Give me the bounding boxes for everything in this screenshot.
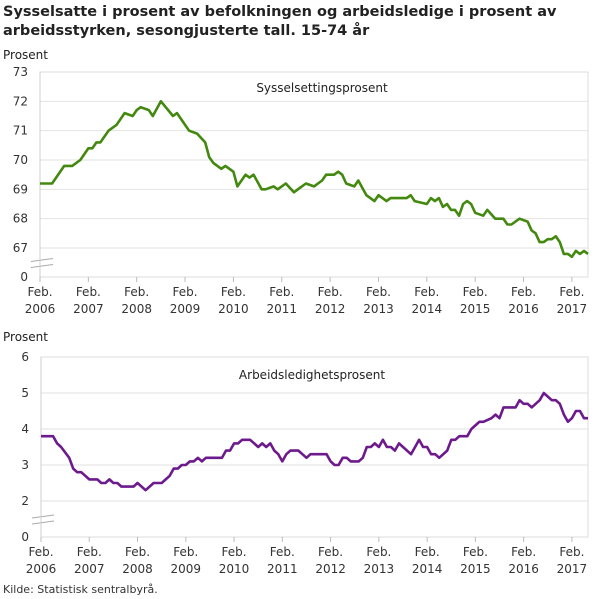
x-tick-label: Feb.	[318, 285, 343, 299]
x-tick-label: Feb.	[415, 545, 440, 559]
x-tick-label-year: 2006	[26, 562, 57, 576]
x-tick-label-year: 2015	[460, 302, 491, 316]
x-tick-label-year: 2007	[74, 562, 105, 576]
plot-area	[39, 71, 589, 278]
x-tick-label: Feb.	[511, 285, 536, 299]
y-tick-label: 3	[21, 458, 29, 472]
x-tick-label-year: 2009	[170, 302, 201, 316]
x-tick-label: Feb.	[27, 285, 52, 299]
x-tick-label: Feb.	[463, 285, 488, 299]
x-tick-label: Feb.	[125, 545, 150, 559]
y-axis-label: Prosent	[3, 48, 48, 62]
x-tick-label-year: 2014	[412, 562, 443, 576]
series-line	[41, 391, 588, 492]
y-tick-label: 68	[13, 212, 28, 226]
x-tick-label: Feb.	[559, 545, 584, 559]
y-axis-label: Prosent	[3, 330, 48, 344]
plot-area	[40, 356, 589, 538]
x-tick-label-year: 2010	[219, 562, 250, 576]
x-tick-label: Feb.	[221, 285, 246, 299]
chart-title: Arbeidsledighetsprosent	[239, 368, 385, 382]
x-tick-label-year: 2008	[121, 302, 152, 316]
x-tick-label-year: 2013	[363, 302, 394, 316]
axis-break-mark	[30, 258, 54, 262]
y-tick-label: 70	[13, 153, 28, 167]
x-tick-label: Feb.	[222, 545, 247, 559]
x-tick-label-year: 2016	[508, 302, 539, 316]
x-tick-label: Feb.	[270, 545, 295, 559]
y-tick-label: 0	[21, 530, 29, 544]
axis-break-mark	[30, 264, 54, 268]
x-tick-label: Feb.	[173, 285, 198, 299]
x-tick-label-year: 2012	[315, 302, 346, 316]
y-tick-label: 73	[13, 65, 28, 79]
y-tick-label: 67	[13, 241, 28, 255]
series-line	[40, 100, 589, 259]
x-tick-label-year: 2011	[266, 302, 297, 316]
y-tick-label: 0	[20, 270, 28, 284]
employment-chart: Prosent Sysselsettingsprosent 0 67 68 69 70 7…	[3, 48, 589, 316]
x-tick-label: Feb.	[76, 285, 101, 299]
x-tick-label: Feb.	[511, 545, 536, 559]
x-tick-label-year: 2016	[508, 562, 539, 576]
x-tick-label: Feb.	[77, 545, 102, 559]
y-tick-label: 4	[21, 422, 29, 436]
x-tick-label-year: 2017	[557, 562, 588, 576]
x-tick-label-year: 2006	[25, 302, 56, 316]
x-tick-label-year: 2015	[460, 562, 491, 576]
x-tick-label: Feb.	[366, 545, 391, 559]
y-tick-label: 2	[21, 494, 29, 508]
y-tick-label: 69	[13, 182, 28, 196]
x-tick-label: Feb.	[318, 545, 343, 559]
unemployment-chart: Prosent Arbeidsledighetsprosent 0 2 3 4 5 6 Fe…	[3, 330, 589, 576]
x-tick-label-year: 2013	[364, 562, 395, 576]
axis-break-mark	[31, 514, 55, 519]
x-tick-label-year: 2012	[315, 562, 346, 576]
x-tick-label: Feb.	[414, 285, 439, 299]
x-tick-label-year: 2009	[171, 562, 202, 576]
y-tick-label: 6	[21, 350, 29, 364]
x-tick-label-year: 2017	[557, 302, 588, 316]
x-tick-label: Feb.	[463, 545, 488, 559]
x-tick-label: Feb.	[173, 545, 198, 559]
x-tick-label-year: 2007	[73, 302, 104, 316]
y-tick-label: 71	[13, 124, 28, 138]
y-tick-label: 5	[21, 386, 29, 400]
x-tick-label-year: 2008	[122, 562, 153, 576]
x-tick-label-year: 2011	[267, 562, 298, 576]
x-tick-label-year: 2010	[218, 302, 249, 316]
x-tick-label: Feb.	[559, 285, 584, 299]
x-tick-label: Feb.	[269, 285, 294, 299]
source-note: Kilde: Statistisk sentralbyrå.	[3, 583, 158, 596]
y-tick-label: 72	[13, 94, 28, 108]
x-tick-label: Feb.	[366, 285, 391, 299]
axis-break-mark	[31, 520, 55, 525]
x-tick-label: Feb.	[28, 545, 53, 559]
x-tick-label-year: 2014	[412, 302, 443, 316]
chart-title: Sysselsettingsprosent	[256, 81, 388, 95]
figure-title: Sysselsatte i prosent av befolkningen og…	[3, 4, 557, 39]
x-tick-label: Feb.	[124, 285, 149, 299]
